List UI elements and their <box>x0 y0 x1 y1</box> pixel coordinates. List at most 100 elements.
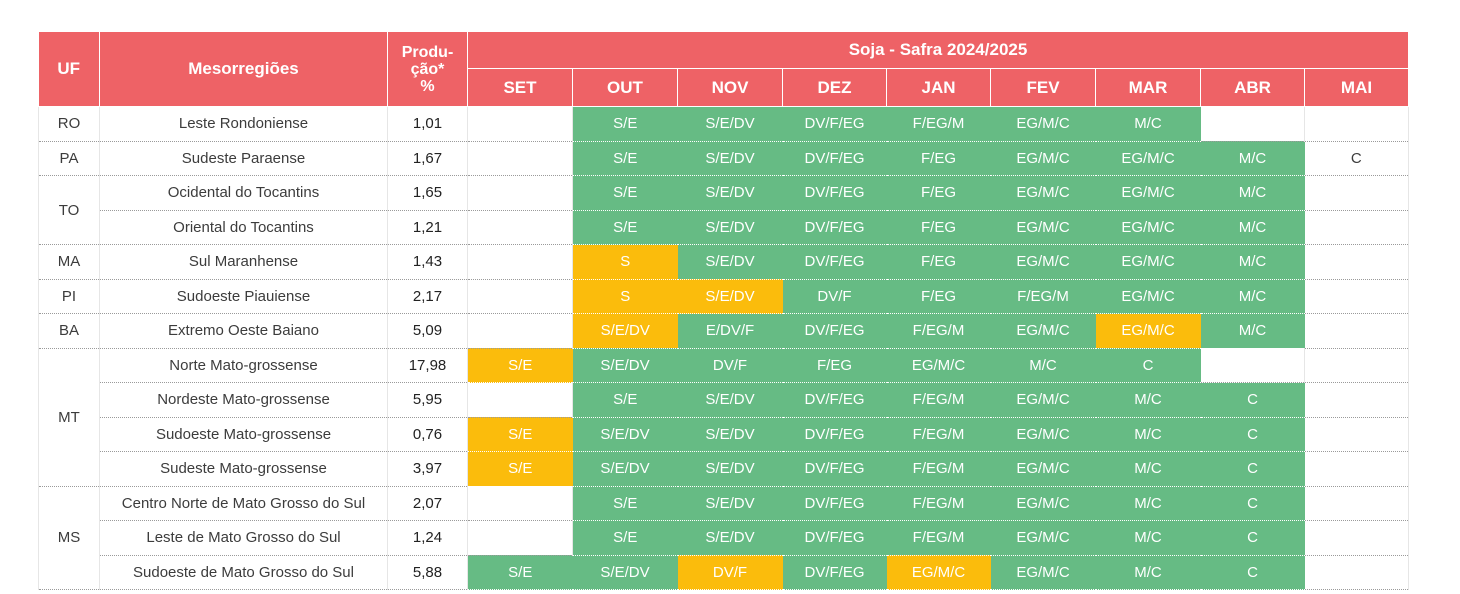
stage-cell-out: S/E/DV <box>572 348 678 383</box>
stage-cell-jan: EG/M/C <box>886 348 991 383</box>
stage-cell-jan: F/EG/M <box>886 313 991 349</box>
stage-cell-jan: F/EG/M <box>886 382 991 418</box>
uf-cell: BA <box>38 313 100 349</box>
mesorregiao-cell: Oriental do Tocantins <box>99 210 388 245</box>
producao-cell: 1,01 <box>387 106 468 142</box>
stage-cell-dez: DV/F/EG <box>782 417 887 452</box>
stage-cell-mar: EG/M/C <box>1095 210 1201 245</box>
producao-cell: 0,76 <box>387 417 468 452</box>
header-producao-line3: % <box>420 77 435 95</box>
table-row: Nordeste Mato-grossense 5,95 S/E S/E/DV DV/F… <box>39 382 1409 418</box>
stage-cell-nov: S/E/DV <box>677 141 783 176</box>
stage-cell-dez: DV/F/EG <box>782 451 887 487</box>
stage-cell-abr: M/C <box>1200 244 1305 280</box>
stage-cell-fev: EG/M/C <box>990 520 1096 556</box>
stage-cell-out: S <box>572 244 678 280</box>
stage-cell-abr: C <box>1200 417 1305 452</box>
stage-cell-set <box>467 313 573 349</box>
stage-cell-mai <box>1304 279 1409 314</box>
stage-cell-jan: F/EG <box>886 210 991 245</box>
stage-cell-dez: DV/F/EG <box>782 555 887 590</box>
producao-cell: 5,09 <box>387 313 468 349</box>
stage-cell-dez: DV/F/EG <box>782 244 887 280</box>
producao-cell: 1,67 <box>387 141 468 176</box>
header-producao-line2: ção* <box>410 60 445 78</box>
stage-cell-fev: EG/M/C <box>990 451 1096 487</box>
mesorregiao-cell: Centro Norte de Mato Grosso do Sul <box>99 486 388 521</box>
producao-cell: 3,97 <box>387 451 468 487</box>
stage-cell-mai <box>1304 348 1409 383</box>
stage-cell-fev: EG/M/C <box>990 106 1096 142</box>
stage-cell-set <box>467 520 573 556</box>
stage-cell-nov: S/E/DV <box>677 175 783 211</box>
stage-cell-abr <box>1200 348 1305 383</box>
mesorregiao-cell: Sul Maranhense <box>99 244 388 280</box>
stage-cell-out: S/E <box>572 210 678 245</box>
stage-cell-mai <box>1304 210 1409 245</box>
stage-cell-abr: C <box>1200 451 1305 487</box>
stage-cell-dez: DV/F/EG <box>782 520 887 556</box>
stage-cell-jan: F/EG/M <box>886 417 991 452</box>
stage-cell-mai <box>1304 417 1409 452</box>
table-row: PI Sudoeste Piauiense 2,17 S S/E/DV DV/F F/EG F… <box>38 279 1409 314</box>
soy-calendar-table: UF Mesorregiões Produ- ção* % Soja - Saf… <box>38 31 1409 590</box>
stage-cell-set <box>467 486 573 521</box>
stage-cell-mai <box>1304 382 1409 418</box>
stage-cell-mar: EG/M/C <box>1095 279 1201 314</box>
stage-cell-out: S/E <box>572 520 678 556</box>
stage-cell-out: S/E <box>572 106 678 142</box>
stage-cell-nov: S/E/DV <box>677 417 783 452</box>
stage-cell-set <box>467 210 573 245</box>
stage-cell-jan: F/EG/M <box>886 106 991 142</box>
stage-cell-mar: EG/M/C <box>1095 313 1201 349</box>
table-row: Sudoeste de Mato Grosso do Sul 5,88 S/E S/E… <box>39 555 1409 590</box>
producao-cell: 1,43 <box>387 244 468 280</box>
stage-cell-fev: EG/M/C <box>990 313 1096 349</box>
stage-cell-set: S/E <box>467 348 573 383</box>
stage-cell-set <box>467 175 573 211</box>
stage-cell-out: S/E <box>572 141 678 176</box>
stage-cell-out: S/E/DV <box>572 417 678 452</box>
stage-cell-abr: M/C <box>1200 141 1305 176</box>
stage-cell-mai <box>1304 313 1409 349</box>
stage-cell-mar: M/C <box>1095 382 1201 418</box>
stage-cell-dez: DV/F/EG <box>782 210 887 245</box>
stage-cell-mar: EG/M/C <box>1095 244 1201 280</box>
mesorregiao-cell: Sudoeste Mato-grossense <box>99 417 388 452</box>
producao-cell: 1,24 <box>387 520 468 556</box>
stage-cell-abr: C <box>1200 520 1305 556</box>
stage-cell-abr: M/C <box>1200 279 1305 314</box>
table-body: RO Leste Rondoniense 1,01 S/E S/E/DV DV/F/EG F… <box>38 106 1409 590</box>
month-header-jan: JAN <box>886 68 991 107</box>
mesorregiao-cell: Sudoeste de Mato Grosso do Sul <box>99 555 388 590</box>
stage-cell-mar: M/C <box>1095 555 1201 590</box>
mesorregiao-cell: Nordeste Mato-grossense <box>99 382 388 418</box>
stage-cell-mai <box>1304 244 1409 280</box>
stage-cell-dez: F/EG <box>782 348 887 383</box>
stage-cell-fev: EG/M/C <box>990 382 1096 418</box>
header-mesorregioes: Mesorregiões <box>99 31 388 107</box>
month-header-set: SET <box>467 68 573 107</box>
stage-cell-nov: S/E/DV <box>677 520 783 556</box>
header-title: Soja - Safra 2024/2025 <box>467 31 1409 69</box>
table-row: MA Sul Maranhense 1,43 S S/E/DV DV/F/EG F/EG EG… <box>38 244 1409 280</box>
stage-cell-out: S/E/DV <box>572 451 678 487</box>
stage-cell-jan: F/EG/M <box>886 486 991 521</box>
stage-cell-nov: S/E/DV <box>677 210 783 245</box>
stage-cell-dez: DV/F/EG <box>782 313 887 349</box>
stage-cell-fev: EG/M/C <box>990 210 1096 245</box>
stage-cell-fev: EG/M/C <box>990 555 1096 590</box>
producao-cell: 1,21 <box>387 210 468 245</box>
stage-cell-nov: E/DV/F <box>677 313 783 349</box>
uf-cell: TO <box>38 175 100 245</box>
stage-cell-fev: EG/M/C <box>990 141 1096 176</box>
stage-cell-mai <box>1304 520 1409 556</box>
table-row: RO Leste Rondoniense 1,01 S/E S/E/DV DV/F/EG F… <box>38 106 1409 142</box>
stage-cell-mai <box>1304 451 1409 487</box>
stage-cell-mai: C <box>1304 141 1409 176</box>
uf-cell: PA <box>38 141 100 176</box>
stage-cell-set: S/E <box>467 555 573 590</box>
stage-cell-abr: M/C <box>1200 210 1305 245</box>
producao-cell: 17,98 <box>387 348 468 383</box>
mesorregiao-cell: Extremo Oeste Baiano <box>99 313 388 349</box>
